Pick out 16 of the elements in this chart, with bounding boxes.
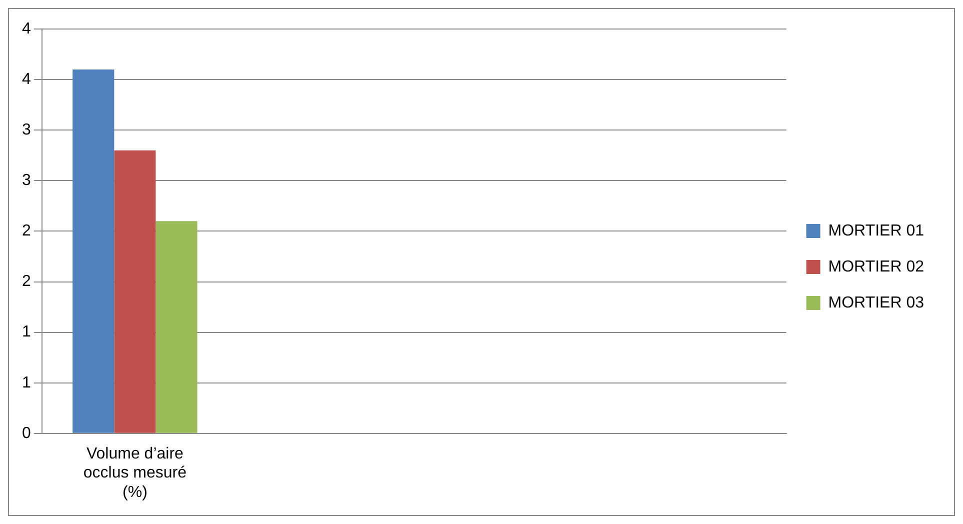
y-tick-label: 4	[22, 70, 31, 88]
bar	[72, 69, 114, 433]
y-tick-label: 3	[22, 122, 31, 139]
y-tick-label: 1	[22, 374, 31, 392]
bar	[156, 221, 198, 433]
y-tick-label: 3	[22, 172, 31, 190]
y-tick-label: 2	[22, 222, 31, 240]
y-tick-label: 2	[22, 273, 31, 290]
bar	[114, 150, 156, 433]
legend-label: MORTIER 01	[828, 222, 924, 240]
x-tick-label: Volume d’aire occlus mesuré (%)	[83, 445, 187, 501]
y-tick-label: 1	[22, 324, 31, 341]
y-tick-label: 0	[22, 424, 31, 442]
legend-label: MORTIER 02	[828, 258, 924, 276]
legend-label: MORTIER 03	[828, 294, 924, 312]
y-tick-label: 4	[22, 20, 31, 38]
